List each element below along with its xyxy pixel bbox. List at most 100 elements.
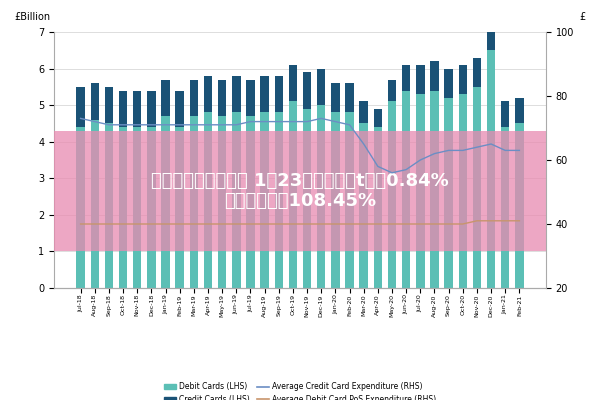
Text: £Billion: £Billion	[14, 12, 51, 22]
Average Debit Card PoS Expenditure (RHS)	[388, 222, 395, 226]
Average Debit Card PoS Expenditure (RHS)	[148, 222, 155, 226]
Average Debit Card PoS Expenditure (RHS)	[190, 222, 197, 226]
Average Credit Card Expenditure (RHS)	[289, 119, 296, 124]
Average Credit Card Expenditure (RHS)	[205, 122, 212, 127]
Bar	[374, 127, 382, 288]
Average Credit Card Expenditure (RHS)	[162, 122, 169, 127]
Bar	[289, 65, 297, 102]
Average Debit Card PoS Expenditure (RHS)	[487, 218, 494, 223]
Average Credit Card Expenditure (RHS)	[431, 151, 438, 156]
Bar	[416, 65, 425, 94]
Average Debit Card PoS Expenditure (RHS)	[106, 222, 113, 226]
Average Debit Card PoS Expenditure (RHS)	[346, 222, 353, 226]
Average Credit Card Expenditure (RHS)	[516, 148, 523, 153]
Bar	[515, 124, 524, 288]
Bar	[317, 68, 325, 105]
Average Debit Card PoS Expenditure (RHS)	[304, 222, 311, 226]
Bar	[458, 65, 467, 94]
Bar	[76, 87, 85, 127]
Bar	[54, 131, 546, 252]
Bar	[204, 76, 212, 112]
Average Credit Card Expenditure (RHS)	[487, 142, 494, 146]
Average Debit Card PoS Expenditure (RHS)	[247, 222, 254, 226]
Average Debit Card PoS Expenditure (RHS)	[459, 222, 466, 226]
Bar	[190, 116, 198, 288]
Average Credit Card Expenditure (RHS)	[106, 122, 113, 127]
Bar	[345, 83, 354, 112]
Average Debit Card PoS Expenditure (RHS)	[77, 222, 84, 226]
Average Credit Card Expenditure (RHS)	[190, 122, 197, 127]
Bar	[303, 109, 311, 288]
Bar	[260, 112, 269, 288]
Bar	[232, 112, 241, 288]
Average Debit Card PoS Expenditure (RHS)	[275, 222, 283, 226]
Bar	[275, 112, 283, 288]
Text: 股票配资哪个平台好 1月23日健友转巫t上涨0.84%
，转股溢价率108.45%: 股票配资哪个平台好 1月23日健友转巫t上涨0.84% ，转股溢价率108.45…	[151, 172, 449, 210]
Average Debit Card PoS Expenditure (RHS)	[516, 218, 523, 223]
Average Debit Card PoS Expenditure (RHS)	[233, 222, 240, 226]
Average Credit Card Expenditure (RHS)	[403, 167, 410, 172]
Bar	[501, 102, 509, 127]
Average Debit Card PoS Expenditure (RHS)	[332, 222, 339, 226]
Bar	[289, 102, 297, 288]
Bar	[331, 83, 340, 112]
Average Debit Card PoS Expenditure (RHS)	[360, 222, 367, 226]
Bar	[161, 116, 170, 288]
Bar	[119, 90, 127, 127]
Bar	[445, 98, 453, 288]
Average Credit Card Expenditure (RHS)	[332, 119, 339, 124]
Bar	[317, 105, 325, 288]
Average Debit Card PoS Expenditure (RHS)	[417, 222, 424, 226]
Bar	[275, 76, 283, 112]
Average Credit Card Expenditure (RHS)	[388, 170, 395, 175]
Bar	[458, 94, 467, 288]
Bar	[204, 112, 212, 288]
Average Credit Card Expenditure (RHS)	[233, 122, 240, 127]
Average Debit Card PoS Expenditure (RHS)	[445, 222, 452, 226]
Average Credit Card Expenditure (RHS)	[417, 158, 424, 162]
Bar	[430, 90, 439, 288]
Bar	[190, 80, 198, 116]
Average Credit Card Expenditure (RHS)	[218, 122, 226, 127]
Average Credit Card Expenditure (RHS)	[134, 122, 141, 127]
Average Debit Card PoS Expenditure (RHS)	[162, 222, 169, 226]
Bar	[246, 116, 255, 288]
Average Debit Card PoS Expenditure (RHS)	[261, 222, 268, 226]
Average Debit Card PoS Expenditure (RHS)	[119, 222, 127, 226]
Bar	[147, 90, 155, 127]
Bar	[218, 116, 226, 288]
Average Debit Card PoS Expenditure (RHS)	[91, 222, 98, 226]
Bar	[91, 120, 99, 288]
Average Credit Card Expenditure (RHS)	[148, 122, 155, 127]
Average Credit Card Expenditure (RHS)	[304, 119, 311, 124]
Average Debit Card PoS Expenditure (RHS)	[289, 222, 296, 226]
Legend: Debit Cards (LHS), Credit Cards (LHS), Average Credit Card Expenditure (RHS), Av: Debit Cards (LHS), Credit Cards (LHS), A…	[161, 379, 439, 400]
Bar	[359, 124, 368, 288]
Bar	[515, 98, 524, 124]
Average Debit Card PoS Expenditure (RHS)	[218, 222, 226, 226]
Bar	[218, 80, 226, 116]
Average Credit Card Expenditure (RHS)	[374, 164, 382, 169]
Bar	[161, 80, 170, 116]
Average Credit Card Expenditure (RHS)	[119, 122, 127, 127]
Line: Average Credit Card Expenditure (RHS): Average Credit Card Expenditure (RHS)	[80, 118, 520, 173]
Bar	[303, 72, 311, 109]
Average Credit Card Expenditure (RHS)	[176, 122, 183, 127]
Bar	[487, 50, 496, 288]
Bar	[232, 76, 241, 112]
Bar	[331, 112, 340, 288]
Bar	[175, 90, 184, 127]
Average Debit Card PoS Expenditure (RHS)	[205, 222, 212, 226]
Bar	[104, 124, 113, 288]
Line: Average Debit Card PoS Expenditure (RHS): Average Debit Card PoS Expenditure (RHS)	[80, 221, 520, 224]
Average Credit Card Expenditure (RHS)	[261, 119, 268, 124]
Average Credit Card Expenditure (RHS)	[317, 116, 325, 121]
Bar	[487, 17, 496, 50]
Average Credit Card Expenditure (RHS)	[247, 119, 254, 124]
Bar	[345, 112, 354, 288]
Average Credit Card Expenditure (RHS)	[445, 148, 452, 153]
Bar	[388, 80, 396, 102]
Average Debit Card PoS Expenditure (RHS)	[403, 222, 410, 226]
Bar	[91, 83, 99, 120]
Average Debit Card PoS Expenditure (RHS)	[176, 222, 183, 226]
